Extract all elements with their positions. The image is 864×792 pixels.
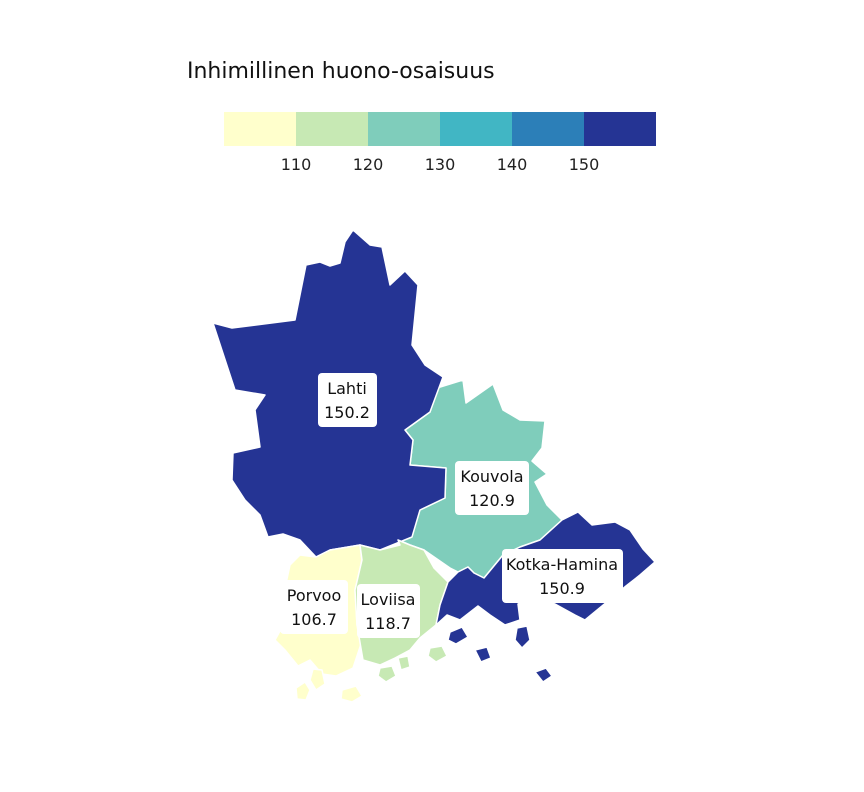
label-lahti-value: 150.2 [324, 403, 370, 422]
label-kouvola: Kouvola 120.9 [455, 461, 529, 515]
region-porvoo-island-3 [340, 685, 363, 703]
region-porvoo-island-2 [309, 668, 326, 691]
legend-bin-4 [440, 112, 512, 146]
label-kotka-hamina-value: 150.9 [539, 579, 585, 598]
label-box-lahti [318, 373, 377, 427]
label-porvoo: Porvoo 106.7 [280, 580, 348, 634]
legend-bin-3 [368, 112, 440, 146]
region-labels: Lahti 150.2 Kouvola 120.9 Kotka-Hamina 1… [280, 373, 623, 638]
legend-color-bar [224, 112, 656, 146]
legend-title: Inhimillinen huono-osaisuus [187, 59, 495, 84]
legend-tick-120: 120 [353, 155, 384, 174]
region-loviisa-island-1 [377, 665, 397, 683]
label-kouvola-name: Kouvola [460, 467, 523, 486]
legend-bin-6 [584, 112, 656, 146]
legend-tick-150: 150 [569, 155, 600, 174]
label-loviisa-value: 118.7 [365, 614, 411, 633]
legend-tick-110: 110 [281, 155, 312, 174]
label-box-loviisa [357, 584, 420, 638]
region-kotka-island-2 [474, 646, 492, 663]
legend-tick-140: 140 [497, 155, 528, 174]
label-kotka-hamina: Kotka-Hamina 150.9 [502, 549, 623, 603]
label-box-kouvola [455, 461, 529, 515]
region-kotka-island-1 [447, 626, 469, 645]
label-kouvola-value: 120.9 [469, 491, 515, 510]
legend-bin-2 [296, 112, 368, 146]
label-lahti-name: Lahti [327, 379, 367, 398]
legend-tick-130: 130 [425, 155, 456, 174]
label-box-porvoo [280, 580, 348, 634]
label-porvoo-value: 106.7 [291, 610, 337, 629]
label-box-kotka-hamina [502, 549, 623, 603]
region-loviisa-island-3 [427, 645, 448, 663]
region-porvoo-island-1 [295, 681, 311, 701]
region-loviisa-island-2 [397, 655, 411, 671]
region-kotka-island-4 [534, 667, 553, 683]
label-loviisa: Loviisa 118.7 [357, 584, 420, 638]
label-lahti: Lahti 150.2 [318, 373, 377, 427]
legend-bin-1 [224, 112, 296, 146]
region-kotka-island-3 [514, 625, 531, 649]
legend-bin-5 [512, 112, 584, 146]
label-porvoo-name: Porvoo [287, 586, 342, 605]
legend-ticks: 110 120 130 140 150 [281, 155, 600, 174]
regions [212, 229, 656, 703]
label-kotka-hamina-name: Kotka-Hamina [506, 555, 618, 574]
label-loviisa-name: Loviisa [361, 590, 416, 609]
legend: Inhimillinen huono-osaisuus 110 120 130 … [187, 59, 656, 174]
